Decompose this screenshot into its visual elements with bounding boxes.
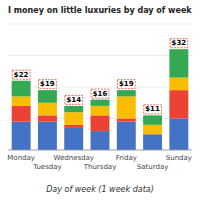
bar-segment	[38, 103, 57, 116]
total-label-box	[39, 80, 57, 89]
bar-segment	[12, 122, 31, 150]
bar-segment	[91, 106, 110, 115]
bar-segment	[143, 134, 162, 150]
grid	[8, 24, 192, 150]
total-label: $22	[14, 71, 29, 79]
bars	[12, 49, 189, 150]
x-tick-label: Friday	[116, 154, 137, 162]
total-labels: $22 $19 $14 $16 $19 $11 $32	[12, 39, 187, 114]
grid-line	[8, 24, 192, 25]
title: I money on little luxuries by day of wee…	[8, 6, 192, 15]
bar-segment	[64, 125, 83, 128]
total-label: $19	[40, 80, 55, 88]
bar-segment	[38, 122, 57, 150]
bar-segment	[143, 115, 162, 124]
x-axis-label: Day of week (1 week data)	[46, 185, 154, 194]
total-label: $32	[172, 39, 187, 47]
x-tick-label: Tuesday	[32, 163, 61, 171]
bar-segment	[169, 49, 188, 77]
bar-segment	[91, 115, 110, 131]
total-label-box	[144, 105, 162, 114]
bar-segment	[12, 96, 31, 105]
bar-segment	[64, 106, 83, 112]
grid-line	[8, 87, 192, 88]
bar-segment	[64, 128, 83, 150]
bar-segment	[143, 125, 162, 134]
grid-line	[8, 55, 192, 56]
bar-segment	[38, 90, 57, 103]
bar-segment	[169, 90, 188, 118]
bar-segment	[117, 96, 136, 118]
x-tick-labels: MondayTuesdayWednesdayThursdayFridaySatu…	[7, 154, 192, 171]
bar-segment	[12, 81, 31, 97]
grid-line	[8, 150, 192, 151]
x-tick-label: Wednesday	[53, 154, 94, 162]
bar-segment	[117, 119, 136, 122]
bar-segment	[91, 100, 110, 106]
x-tick-label: Monday	[7, 154, 35, 162]
total-label-box	[170, 39, 188, 48]
x-tick-label: Saturday	[137, 163, 169, 171]
bar-segment	[169, 119, 188, 151]
total-label-box	[117, 80, 135, 89]
bar-segment	[91, 131, 110, 150]
total-label-box	[91, 89, 109, 98]
x-tick-label: Thursday	[83, 163, 117, 171]
bar-segment	[169, 78, 188, 91]
bar-segment	[117, 90, 136, 96]
chart: I money on little luxuries by day of wee…	[0, 0, 200, 200]
total-label-box	[65, 95, 83, 104]
total-label: $11	[145, 105, 160, 113]
total-label: $16	[93, 90, 108, 98]
bar-segment	[64, 112, 83, 125]
total-label: $14	[66, 96, 81, 104]
x-axis-line	[8, 150, 192, 151]
bar-segment	[38, 115, 57, 121]
total-label: $19	[119, 80, 134, 88]
total-label-box	[12, 70, 30, 79]
bar-segment	[117, 122, 136, 150]
x-tick-label: Sunday	[166, 154, 192, 162]
bar-segment	[12, 106, 31, 122]
